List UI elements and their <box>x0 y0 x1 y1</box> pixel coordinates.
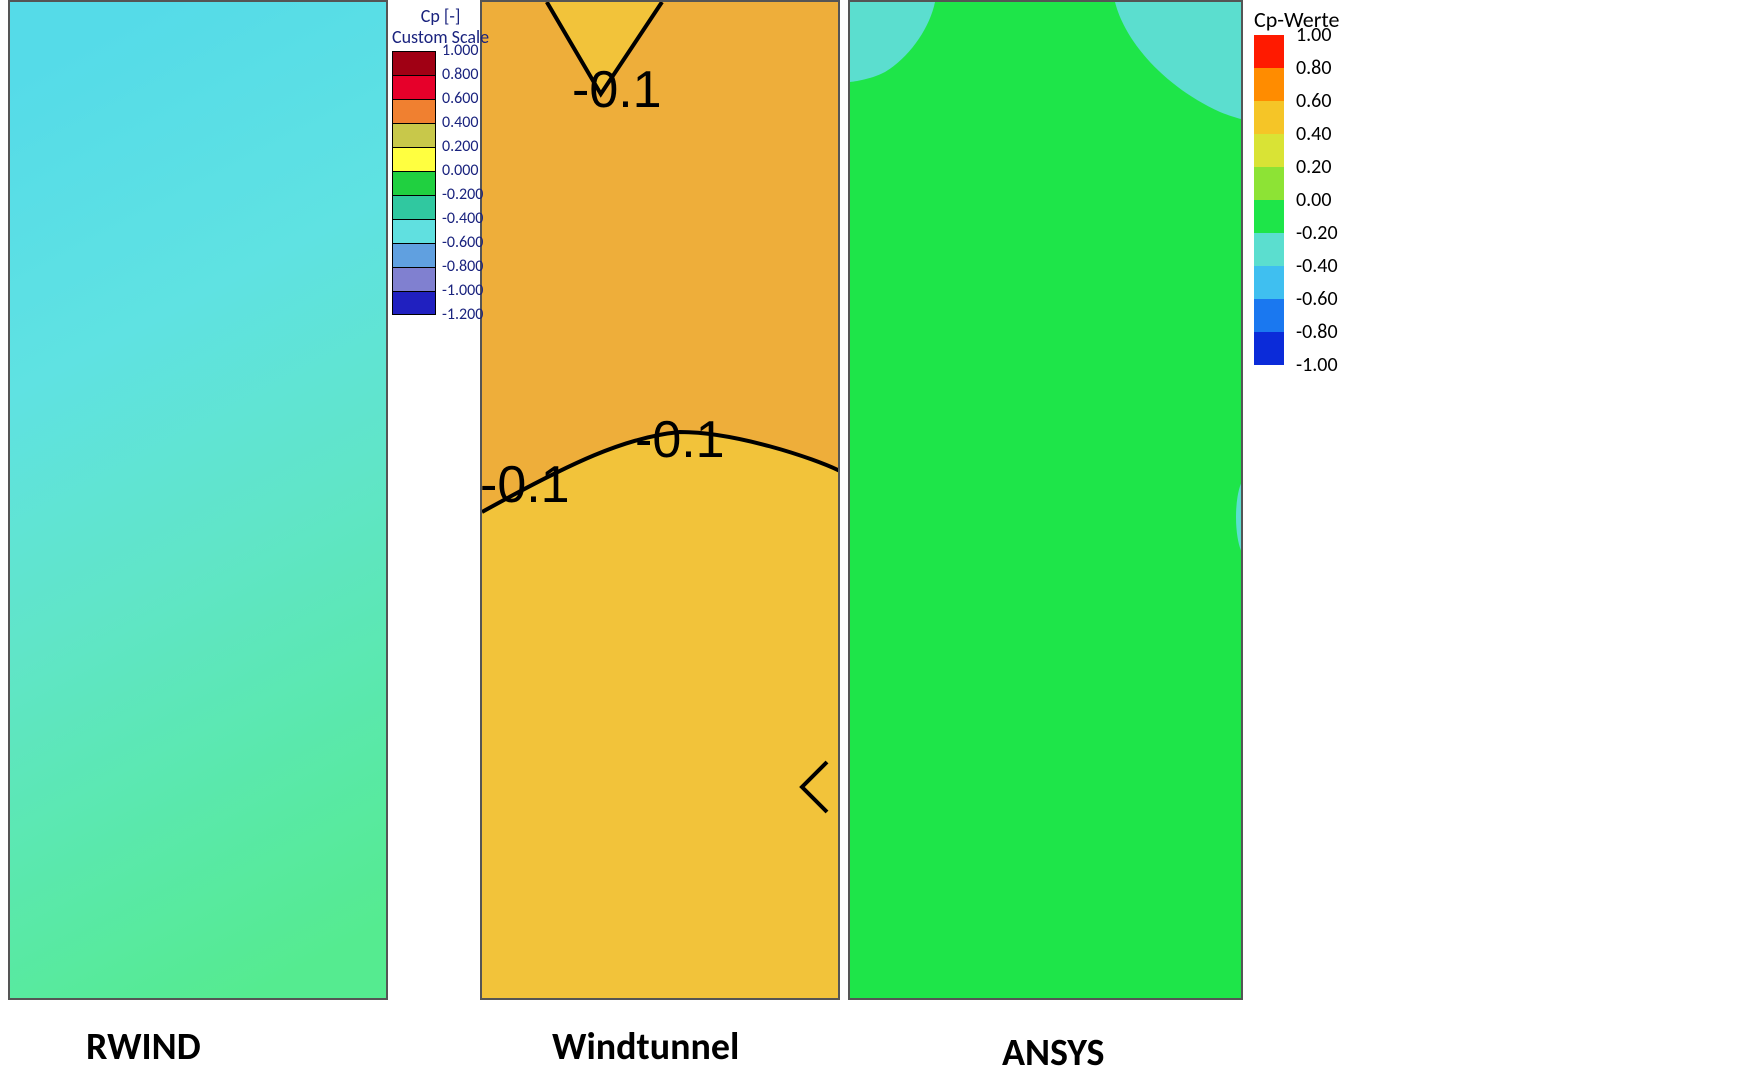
ansys-legend: Cp-Werte 1.000.800.600.400.200.00-0.20-0… <box>1254 6 1340 382</box>
legend-value: 0.800 <box>442 63 483 87</box>
legend-value: 0.40 <box>1290 118 1338 151</box>
legend-value: -1.200 <box>442 303 483 327</box>
legend-swatch <box>1254 266 1284 299</box>
rwind-legend: Cp [-] Custom Scale 1.0000.8000.6000.400… <box>392 6 489 327</box>
legend-value: -1.000 <box>442 279 483 303</box>
windtunnel-caption: Windtunnel <box>552 1024 739 1070</box>
legend-value: 1.000 <box>442 39 483 63</box>
legend-swatch <box>392 267 436 291</box>
legend-swatch <box>1254 134 1284 167</box>
legend-swatch <box>392 219 436 243</box>
legend-value: 0.600 <box>442 87 483 111</box>
legend-swatch <box>1254 332 1284 365</box>
legend-value: 0.80 <box>1290 52 1338 85</box>
legend-swatch <box>1254 167 1284 200</box>
legend-swatch <box>392 195 436 219</box>
contour-label: -0.1 <box>572 60 662 120</box>
ansys-panel <box>848 0 1243 1000</box>
legend-value: 0.00 <box>1290 184 1338 217</box>
legend-value: -0.400 <box>442 207 483 231</box>
legend-value: -0.80 <box>1290 316 1338 349</box>
legend-swatch <box>392 147 436 171</box>
legend-value: -0.200 <box>442 183 483 207</box>
legend-value: 0.60 <box>1290 85 1338 118</box>
legend-value: 0.20 <box>1290 151 1338 184</box>
contour-label: -0.1 <box>635 410 725 470</box>
legend-swatch <box>392 75 436 99</box>
legend-value: -0.60 <box>1290 283 1338 316</box>
rwind-panel <box>8 0 388 1000</box>
legend-value: 0.000 <box>442 159 483 183</box>
legend-swatch <box>1254 233 1284 266</box>
legend-swatch <box>392 123 436 147</box>
legend-value: -0.20 <box>1290 217 1338 250</box>
legend-swatch <box>1254 68 1284 101</box>
legend-swatch <box>1254 299 1284 332</box>
legend-swatch <box>1254 101 1284 134</box>
legend-swatch <box>392 99 436 123</box>
legend-swatch <box>392 243 436 267</box>
legend-value: 0.400 <box>442 111 483 135</box>
legend-swatch <box>392 291 436 315</box>
legend-value: -0.800 <box>442 255 483 279</box>
legend-value: -0.600 <box>442 231 483 255</box>
legend-value: -1.00 <box>1290 349 1338 382</box>
rwind-caption: RWIND <box>86 1024 201 1070</box>
legend-value: 0.200 <box>442 135 483 159</box>
legend-swatch <box>1254 35 1284 68</box>
legend-value: -0.40 <box>1290 250 1338 283</box>
legend-swatch <box>392 171 436 195</box>
legend-swatch <box>392 51 436 75</box>
legend-swatch <box>1254 200 1284 233</box>
ansys-caption: ANSYS <box>1002 1030 1104 1076</box>
legend-value: 1.00 <box>1290 19 1338 52</box>
contour-label: -0.1 <box>480 455 570 515</box>
